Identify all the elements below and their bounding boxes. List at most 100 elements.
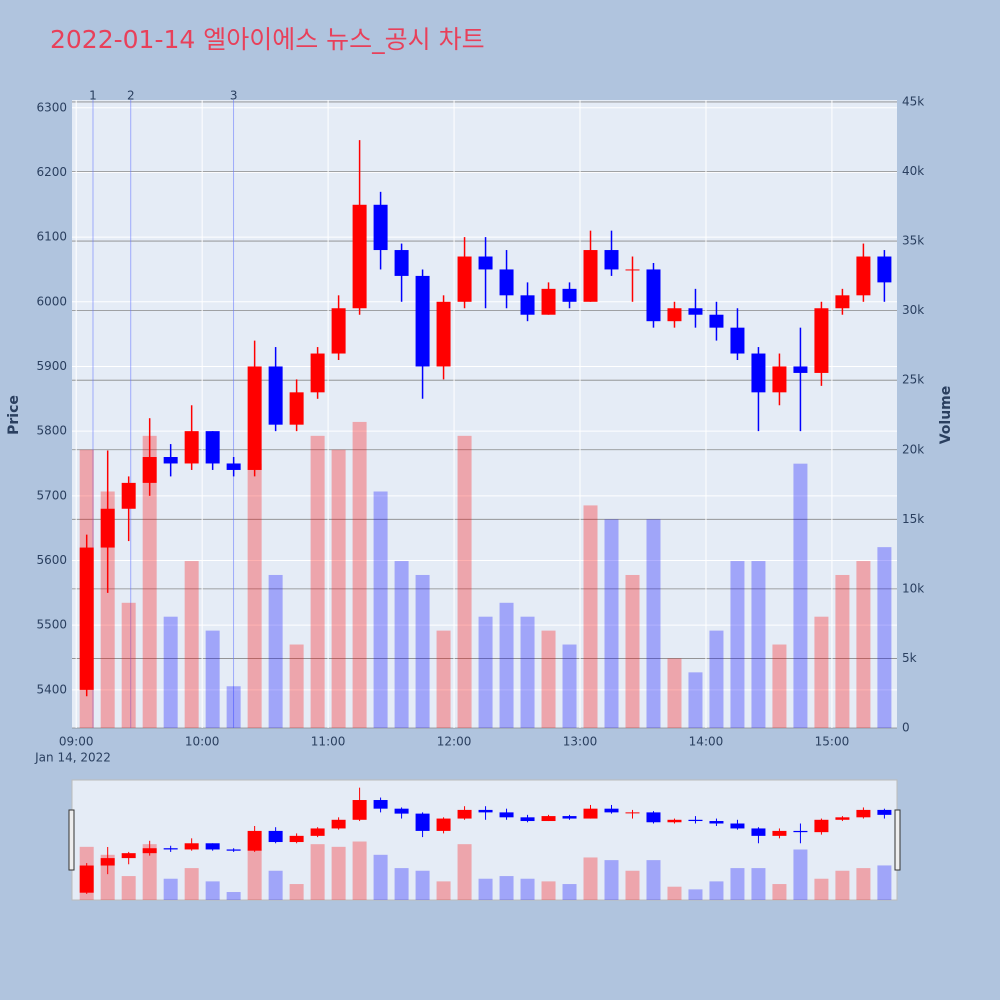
candle-body (814, 819, 829, 833)
volume-bar (142, 435, 157, 728)
volume-bar (604, 860, 619, 900)
candle-body (604, 808, 619, 813)
slider-handle[interactable] (68, 809, 75, 871)
y-tick-label: 5500 (36, 618, 67, 632)
candle-body (457, 256, 472, 302)
candle-body (163, 848, 178, 850)
volume-bar (520, 878, 535, 900)
candle-body (793, 830, 808, 833)
volume-bar (709, 630, 724, 728)
candle-body (121, 853, 136, 859)
y2-tick-label: 10k (902, 581, 924, 595)
candle-body (436, 818, 451, 831)
candle-body (520, 295, 535, 315)
volume-bar (310, 435, 325, 728)
y2-tick-label: 35k (902, 234, 924, 248)
candle-body (100, 508, 115, 548)
candle-body (730, 327, 745, 354)
candle-body (856, 809, 871, 818)
candle-body (688, 819, 703, 822)
volume-bar (856, 561, 871, 728)
candle-body (772, 366, 787, 393)
volume-bar (394, 561, 409, 728)
candle-body (226, 849, 241, 851)
candle-body (457, 809, 472, 819)
candle-body (793, 366, 808, 373)
volume-bar (583, 505, 598, 728)
candle-body (562, 816, 577, 819)
candle-body (877, 256, 892, 283)
volume-bar (772, 644, 787, 728)
candle-body (100, 858, 115, 866)
volume-bar (772, 884, 787, 900)
candle-body (772, 830, 787, 836)
volume-bar (373, 491, 388, 728)
y-tick-label: 5900 (36, 359, 67, 373)
volume-bar (289, 644, 304, 728)
candle-body (856, 256, 871, 296)
candle-body (583, 808, 598, 819)
candle-body (562, 288, 577, 302)
candle-body (415, 275, 430, 367)
volume-bar (100, 854, 115, 900)
candle-body (436, 301, 451, 367)
candle-body (79, 865, 94, 893)
candle-body (709, 821, 724, 824)
candle-body (142, 457, 157, 483)
volume-bar (541, 630, 556, 728)
candle-body (625, 812, 640, 814)
volume-bar (793, 849, 808, 900)
slider-handle[interactable] (894, 809, 901, 871)
y-tick-label: 5600 (36, 553, 67, 567)
volume-bar (751, 561, 766, 728)
x-tick-label: 09:00 (59, 735, 94, 749)
volume-bar (184, 561, 199, 728)
volume-bar (688, 672, 703, 728)
volume-bar (499, 876, 514, 900)
volume-bar (121, 602, 136, 728)
volume-bar (436, 630, 451, 728)
candle-body (289, 392, 304, 425)
candle-body (541, 816, 556, 822)
candle-body (331, 308, 346, 354)
y2-tick-label: 30k (902, 303, 924, 317)
volume-bar (415, 574, 430, 728)
y-tick-label: 5700 (36, 488, 67, 502)
candle-body (541, 288, 556, 315)
volume-bar (100, 491, 115, 728)
candle-body (205, 843, 220, 850)
volume-bar (457, 435, 472, 728)
candle-body (667, 308, 682, 322)
volume-bar (226, 686, 241, 728)
volume-bar (205, 881, 220, 900)
candle-body (499, 269, 514, 296)
candle-body (835, 295, 850, 309)
y2-tick-label: 45k (902, 94, 924, 108)
volume-bar (331, 449, 346, 728)
volume-bar (352, 841, 367, 900)
candle-body (268, 830, 283, 843)
volume-bar (562, 884, 577, 900)
candle-body (373, 204, 388, 251)
candle-body (184, 431, 199, 464)
candle-body (373, 800, 388, 809)
candle-body (667, 819, 682, 823)
volume-bar (709, 881, 724, 900)
candle-body (394, 250, 409, 276)
annotation-label: 1 (89, 89, 97, 103)
volume-bar (184, 868, 199, 900)
candle-body (583, 250, 598, 302)
y2-tick-label: 0 (902, 721, 910, 735)
candle-body (646, 269, 661, 322)
volume-bar (751, 868, 766, 900)
volume-bar (478, 616, 493, 728)
volume-bar (373, 854, 388, 900)
candle-body (268, 366, 283, 425)
candle-body (310, 353, 325, 393)
candle-body (520, 817, 535, 822)
x-tick-label: 13:00 (563, 735, 598, 749)
range-slider[interactable] (71, 779, 898, 901)
candle-body (142, 848, 157, 854)
volume-bar (289, 884, 304, 900)
volume-bar (667, 886, 682, 900)
